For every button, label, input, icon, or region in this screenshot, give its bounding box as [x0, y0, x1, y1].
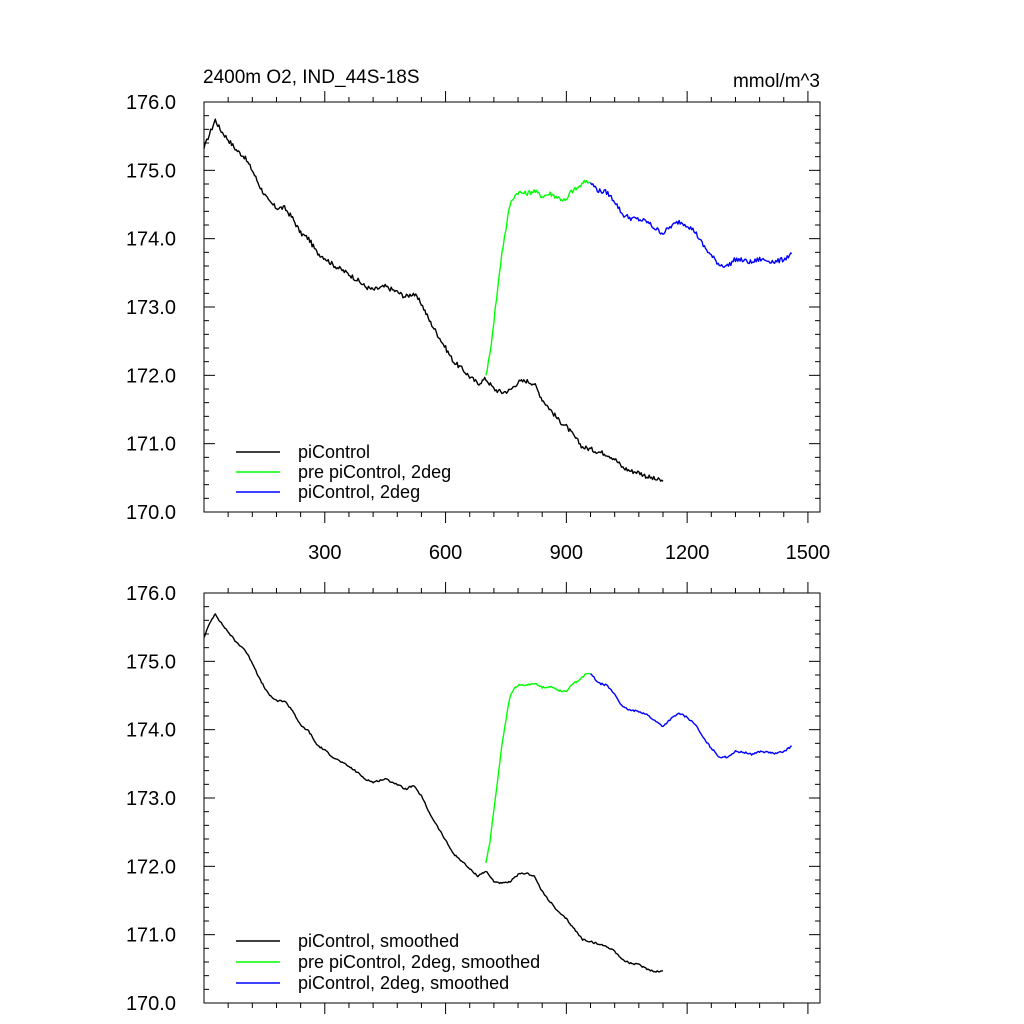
y-tick-label: 170.0 [126, 993, 176, 1015]
y-tick-label: 172.0 [126, 856, 176, 878]
x-tick-label: 1200 [665, 542, 710, 564]
top-panel: 170.0 171.0 172.0 173.0 174.0 175.0 176.0 300 60… [126, 91, 830, 564]
y-tick-label: 171.0 [126, 925, 176, 947]
legend-label: pre piControl, 2deg, smoothed [298, 952, 540, 972]
series-line-pre-picontrol-2deg [485, 179, 591, 376]
series-line-picontrol-2deg-smoothed [590, 673, 792, 759]
y-tick-label: 174.0 [126, 720, 176, 742]
legend-label: piControl, 2deg [298, 482, 420, 502]
y-tick-label: 171.0 [126, 434, 176, 456]
y-tick-label: 172.0 [126, 365, 176, 387]
y-tick-label: 174.0 [126, 229, 176, 251]
y-tick-label: 175.0 [126, 651, 176, 673]
plot-frame [203, 592, 821, 1004]
plot-frame [203, 101, 821, 513]
y-tick-label: 173.0 [126, 297, 176, 319]
y-tick-label: 175.0 [126, 160, 176, 182]
legend-label: pre piControl, 2deg [298, 462, 451, 482]
chart-title: 2400m O2, IND_44S-18S [203, 67, 420, 88]
x-tick-label: 1500 [786, 542, 831, 564]
series-line-picontrol-2deg [589, 182, 793, 268]
units-label: mmol/m^3 [733, 71, 820, 92]
legend-label: piControl, smoothed [298, 931, 459, 951]
legend-label: piControl, 2deg, smoothed [298, 973, 509, 993]
x-tick-label: 300 [308, 542, 341, 564]
series-line-picontrol [203, 118, 664, 482]
series-line-picontrol-smoothed [203, 613, 663, 973]
bottom-panel: 170.0 171.0 172.0 173.0 174.0 175.0 176.0 piCon… [126, 582, 821, 1015]
x-tick-label: 900 [550, 542, 583, 564]
y-tick-label: 170.0 [126, 502, 176, 524]
y-tick-label: 176.0 [126, 583, 176, 605]
legend-label: piControl [298, 442, 370, 462]
series-line-pre-picontrol-2deg-smoothed [485, 672, 591, 864]
y-tick-label: 176.0 [126, 92, 176, 114]
x-tick-label: 600 [429, 542, 462, 564]
y-tick-label: 173.0 [126, 788, 176, 810]
